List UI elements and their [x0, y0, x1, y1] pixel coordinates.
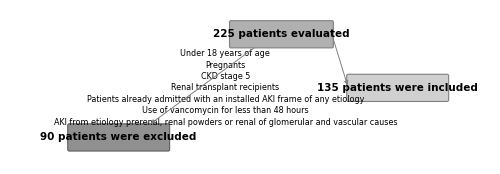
- Text: Patients already admitted with an installed AKI frame of any etiology: Patients already admitted with an instal…: [86, 95, 364, 104]
- FancyBboxPatch shape: [68, 124, 170, 151]
- Text: Pregnants: Pregnants: [205, 61, 246, 70]
- Text: AKI from etiology prerenal, renal powders or renal of glomerular and vascular ca: AKI from etiology prerenal, renal powder…: [54, 117, 397, 126]
- FancyBboxPatch shape: [230, 21, 334, 48]
- Text: 90 patients were excluded: 90 patients were excluded: [40, 132, 197, 143]
- Text: 225 patients evaluated: 225 patients evaluated: [213, 29, 350, 39]
- Text: Renal transplant recipients: Renal transplant recipients: [171, 83, 280, 92]
- FancyBboxPatch shape: [346, 74, 448, 101]
- Text: CKD stage 5: CKD stage 5: [200, 72, 250, 81]
- Text: Use of vancomycin for less than 48 hours: Use of vancomycin for less than 48 hours: [142, 106, 308, 115]
- Text: Under 18 years of age: Under 18 years of age: [180, 49, 270, 58]
- Text: 135 patients were included: 135 patients were included: [318, 83, 478, 93]
